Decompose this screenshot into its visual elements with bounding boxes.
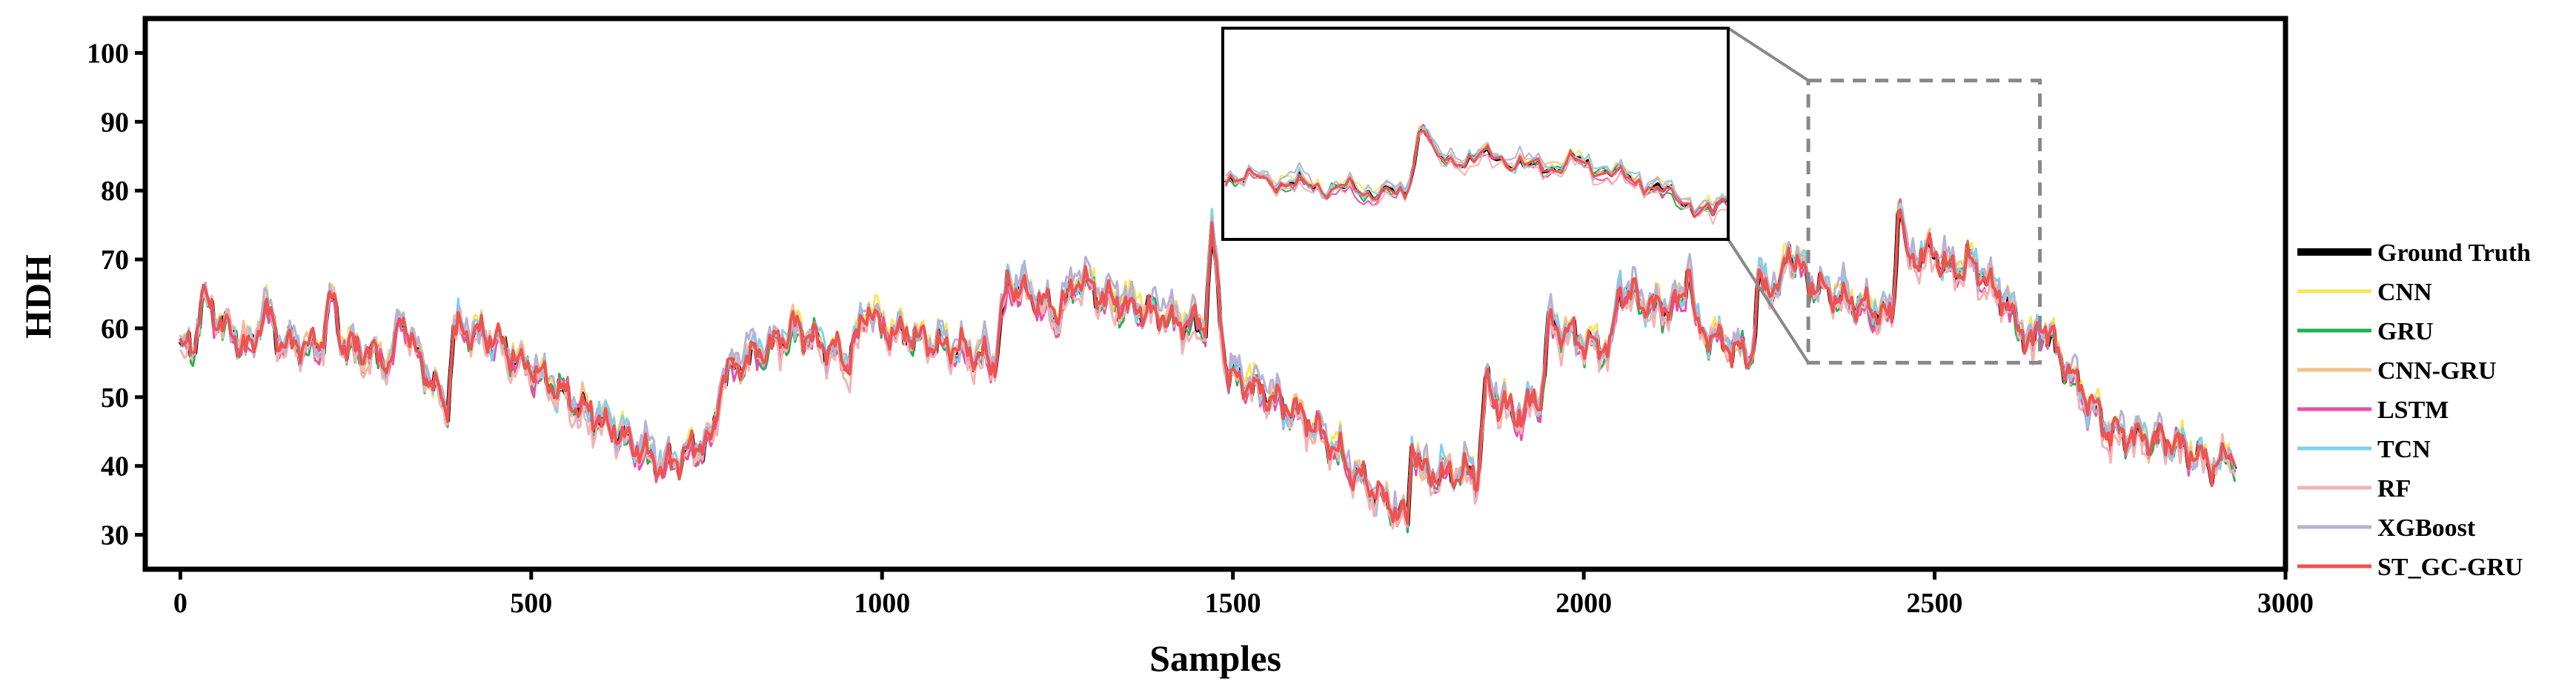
legend-label: GRU: [2377, 318, 2434, 345]
inset-zoom-panel: [1221, 27, 1730, 241]
plot-frame: [142, 16, 2288, 572]
x-axis-ticks: 0 500 1000 1500 2000 2500 3000: [173, 569, 2314, 619]
x-tick-label: 2000: [1556, 588, 1612, 619]
x-axis-label: Samples: [1149, 637, 1281, 679]
series-layer: [178, 198, 2237, 534]
inset-line-xgboost: [1225, 130, 1727, 213]
inset-connector-bottom: [1727, 238, 1810, 364]
legend-label: TCN: [2377, 436, 2431, 463]
x-tick-label: 0: [173, 588, 187, 619]
legend-label: CNN-GRU: [2377, 357, 2497, 385]
y-tick-label: 60: [101, 314, 129, 345]
inset-background: [1221, 27, 1730, 241]
legend-label: LSTM: [2377, 397, 2449, 424]
x-tick-label: 1500: [1205, 588, 1261, 619]
legend-label: RF: [2377, 475, 2411, 503]
inset-connector-top: [1727, 27, 1810, 82]
legend-label: Ground Truth: [2377, 239, 2531, 267]
y-axis-ticks: 30 40 50 60 70 80 90 100: [87, 38, 145, 551]
y-tick-label: 80: [101, 176, 129, 207]
y-tick-label: 50: [101, 382, 129, 414]
series-line-rf: [179, 204, 2237, 530]
x-tick-label: 1000: [854, 588, 910, 619]
legend-label: XGBoost: [2377, 514, 2476, 542]
y-tick-label: 40: [101, 451, 129, 483]
y-tick-label: 30: [101, 520, 129, 551]
series-line-st-gc-gru: [179, 208, 2237, 525]
inset-line-rf: [1225, 127, 1727, 225]
x-tick-label: 500: [510, 588, 552, 619]
inset-line-st-gc-gru: [1224, 130, 1727, 219]
legend-label: CNN: [2377, 279, 2432, 306]
x-tick-label: 3000: [2257, 588, 2314, 619]
x-tick-label: 2500: [1907, 588, 1963, 619]
y-tick-label: 70: [101, 245, 129, 276]
y-axis-label: HDH: [17, 254, 59, 339]
y-tick-label: 90: [101, 107, 129, 138]
y-tick-label: 100: [87, 38, 129, 69]
legend-label: ST_GC-GRU: [2377, 554, 2523, 581]
legend: Ground Truth CNN GRU CNN-GRU LSTM TCN RF XGBoos…: [2297, 239, 2531, 581]
zoom-region-box: [1806, 79, 2042, 365]
inset-series-layer: [1224, 123, 1727, 225]
